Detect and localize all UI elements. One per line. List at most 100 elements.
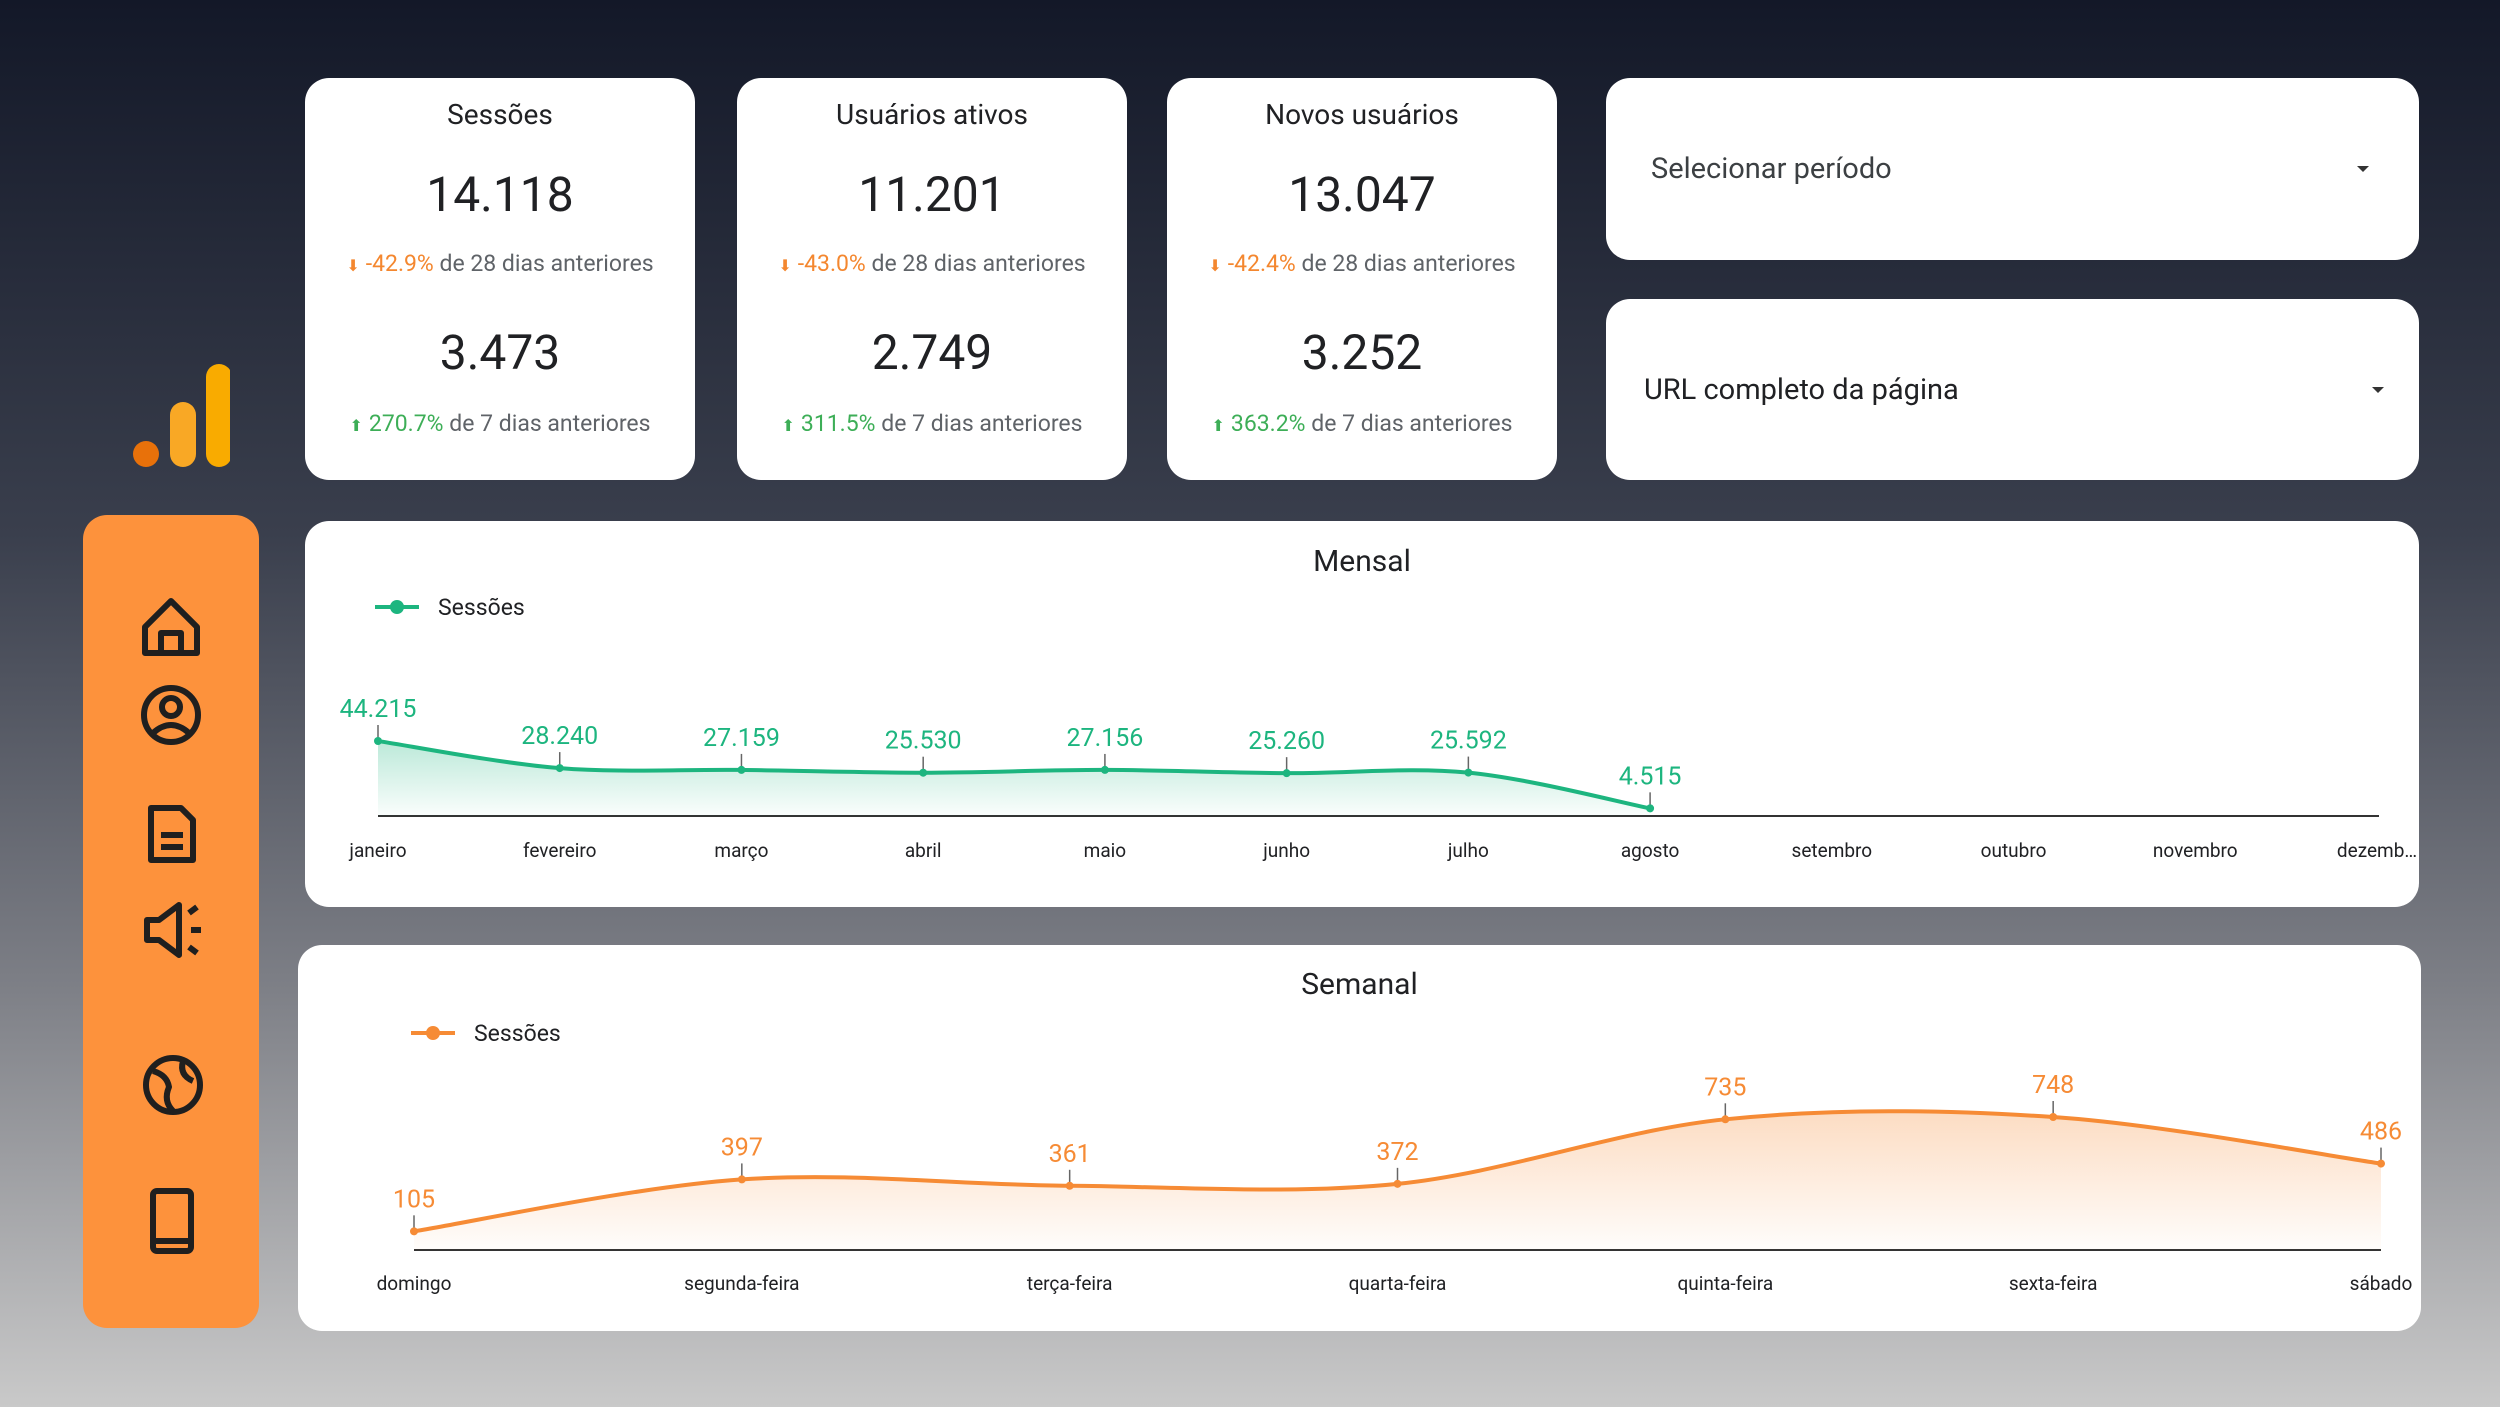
x-tick-label: janeiro (348, 839, 406, 862)
legend-dot (426, 1026, 440, 1040)
data-label: 28.240 (521, 722, 598, 751)
x-tick-label: quinta-feira (1677, 1272, 1773, 1295)
chart-title: Mensal (1313, 544, 1411, 579)
kpi-period: de 28 dias anteriores (871, 250, 1086, 277)
url-selector[interactable]: URL completo da página (1606, 299, 2419, 480)
sidebar-icons (141, 598, 203, 1254)
data-point (374, 737, 382, 745)
data-label: 44.215 (340, 695, 417, 724)
kpi-card: Sessões 14.118 ⬇ -42.9% de 28 dias anterior… (305, 78, 695, 480)
data-label: 486 (2360, 1118, 2402, 1147)
data-point (737, 1175, 746, 1184)
x-tick-label: maio (1084, 839, 1126, 862)
kpi-change: -43.0% (797, 250, 866, 277)
data-point (1464, 768, 1473, 777)
campaign-icon[interactable] (144, 902, 201, 958)
x-tick-label: novembro (2153, 839, 2238, 862)
data-label: 361 (1049, 1140, 1091, 1169)
kpi-change: 363.2% (1230, 410, 1306, 437)
data-point (410, 1227, 418, 1236)
page-icon[interactable] (148, 805, 196, 863)
data-label: 25.592 (1430, 727, 1507, 756)
x-tick-label: terça-feira (1027, 1272, 1113, 1295)
kpi-change-row: ⬆ 363.2% de 7 dias anteriores (1167, 410, 1557, 437)
kpi-change-row: ⬇ -42.9% de 28 dias anteriores (305, 250, 695, 277)
kpi-value: 11.201 (858, 166, 1006, 223)
dropdown-caret[interactable] (2357, 166, 2369, 172)
data-point (2377, 1159, 2385, 1168)
period-selector-label[interactable]: Selecionar período (1651, 152, 1892, 186)
kpi-change: -42.4% (1227, 250, 1296, 277)
data-label: 4.515 (1619, 762, 1682, 791)
kpi-card: Usuários ativos 11.201 ⬇ -43.0% de 28 dias … (737, 78, 1127, 480)
kpi-value-secondary: 2.749 (871, 324, 993, 381)
analytics-logo (133, 364, 230, 467)
data-label: 27.156 (1066, 724, 1143, 753)
kpi-change: 311.5% (800, 410, 876, 437)
x-tick-label: setembro (1792, 839, 1873, 862)
data-point (1065, 1181, 1074, 1190)
data-point (2049, 1113, 2058, 1121)
chart-title: Semanal (1301, 967, 1418, 1002)
url-selector-label[interactable]: URL completo da página (1644, 372, 1959, 407)
data-point (555, 764, 564, 773)
x-tick-label: junho (1262, 839, 1310, 862)
sidebar (83, 515, 259, 1328)
x-tick-label: abril (905, 839, 942, 862)
globe-icon[interactable] (143, 1055, 203, 1115)
kpi-period: de 7 dias anteriores (881, 410, 1083, 437)
kpi-title: Usuários ativos (836, 98, 1028, 131)
kpi-change-row: ⬆ 270.7% de 7 dias anteriores (305, 410, 695, 437)
data-label: 27.159 (703, 724, 780, 753)
kpi-change: 270.7% (368, 410, 444, 437)
x-tick-label: dezemb… (2337, 839, 2417, 862)
x-tick-label: sexta-feira (2009, 1272, 2098, 1295)
kpi-value-secondary: 3.473 (439, 324, 561, 381)
x-tick-label: quarta-feira (1349, 1272, 1447, 1295)
legend-item: Sessões (375, 594, 525, 621)
data-point (1646, 804, 1655, 813)
kpi-change-row: ⬆ 311.5% de 7 dias anteriores (737, 410, 1127, 437)
data-point (1100, 765, 1109, 774)
user-icon[interactable] (141, 685, 201, 745)
x-tick-label: domingo (377, 1272, 452, 1295)
kpi-card: Novos usuários 13.047 ⬇ -42.4% de 28 dias a… (1167, 78, 1557, 480)
data-point (1282, 769, 1291, 778)
device-icon[interactable] (150, 1188, 194, 1254)
kpi-change-row: ⬇ -42.4% de 28 dias anteriores (1167, 250, 1557, 277)
x-tick-label: outubro (1981, 839, 2047, 862)
down-arrow: ⬇ (346, 256, 360, 275)
period-selector[interactable]: Selecionar período (1606, 78, 2419, 260)
x-tick-label: segunda-feira (684, 1272, 799, 1295)
kpi-value-secondary: 3.252 (1301, 324, 1423, 381)
down-arrow: ⬇ (778, 256, 792, 275)
up-arrow: ⬆ (349, 416, 363, 435)
weekly-chart-card: Semanal domingo segunda-feira terça-feira qu… (298, 945, 2421, 1331)
kpi-value: 13.047 (1288, 166, 1436, 223)
data-point (1393, 1179, 1402, 1188)
down-arrow: ⬇ (1208, 256, 1222, 275)
x-tick-label: sábado (2350, 1272, 2413, 1295)
legend-label: Sessões (474, 1020, 561, 1047)
series-area (414, 1111, 2381, 1250)
x-tick-label: julho (1447, 839, 1489, 862)
kpi-period: de 7 dias anteriores (1311, 410, 1513, 437)
legend-label: Sessões (438, 594, 525, 621)
data-point (919, 768, 928, 777)
up-arrow: ⬆ (1211, 416, 1225, 435)
up-arrow: ⬆ (781, 416, 795, 435)
kpi-title: Novos usuários (1265, 98, 1459, 131)
x-tick-label: agosto (1621, 839, 1680, 862)
data-label: 105 (393, 1185, 435, 1214)
data-label: 735 (1704, 1073, 1746, 1102)
kpi-title: Sessões (447, 98, 553, 131)
kpi-change-row: ⬇ -43.0% de 28 dias anteriores (737, 250, 1127, 277)
line-chart: Mensal janeiro fevereiro março abril maio junh… (340, 544, 2418, 862)
home-icon[interactable] (142, 598, 200, 656)
series-line (377, 739, 1651, 811)
dropdown-caret[interactable] (2372, 386, 2384, 393)
data-label: 748 (2032, 1071, 2074, 1100)
kpi-period: de 28 dias anteriores (439, 250, 654, 277)
x-tick-label: março (714, 839, 768, 862)
